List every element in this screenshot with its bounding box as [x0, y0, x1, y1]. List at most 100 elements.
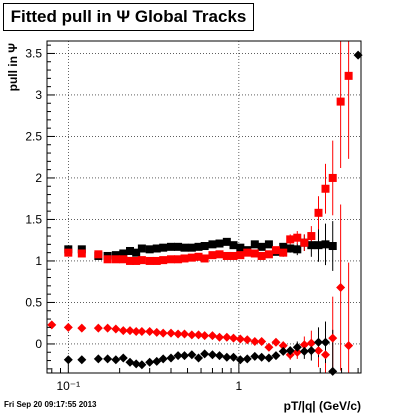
diamond-marker: [111, 355, 121, 365]
square-marker: [344, 71, 353, 80]
diamond-marker: [125, 326, 135, 336]
y-tick-label: 3.5: [25, 46, 42, 60]
square-marker: [279, 248, 288, 257]
square-marker: [159, 243, 168, 252]
square-marker: [321, 184, 330, 193]
square-marker: [187, 253, 196, 262]
y-tick-label: 0: [35, 337, 42, 351]
diamond-marker: [278, 346, 288, 356]
diamond-marker: [131, 359, 141, 369]
y-tick-label: 1: [35, 254, 42, 268]
square-marker: [229, 241, 238, 250]
diamond-marker: [328, 333, 338, 343]
diamond-marker: [344, 341, 354, 351]
square-marker: [137, 244, 146, 253]
square-marker: [64, 248, 73, 257]
square-marker: [293, 233, 302, 242]
diamond-marker: [271, 337, 281, 347]
square-marker: [286, 235, 295, 244]
square-marker: [271, 246, 280, 255]
square-marker: [187, 243, 196, 252]
diamond-marker: [137, 360, 147, 370]
diamond-marker: [145, 327, 155, 336]
diamond-marker: [180, 329, 190, 339]
diamond-marker: [118, 326, 128, 336]
diamond-marker: [242, 354, 252, 364]
diamond-marker: [63, 355, 73, 365]
axes: 0 0.5 1 1.5 2 2.5 3 3.5 10⁻¹ 1: [25, 44, 359, 393]
diamond-marker: [257, 336, 267, 346]
square-marker: [314, 241, 323, 250]
diamond-marker: [93, 354, 103, 364]
square-marker: [243, 248, 252, 257]
diamond-marker: [145, 357, 155, 367]
diamond-marker: [242, 335, 252, 345]
square-marker: [119, 255, 128, 264]
diamond-marker: [299, 340, 309, 350]
square-marker: [286, 244, 295, 253]
square-marker: [236, 243, 245, 252]
square-marker: [257, 251, 266, 260]
diamond-marker: [299, 346, 309, 356]
diamond-marker: [278, 341, 288, 351]
diamond-marker: [103, 354, 113, 364]
square-marker: [167, 242, 176, 251]
diamond-marker: [166, 328, 176, 338]
diamond-marker: [235, 355, 245, 365]
square-marker: [236, 251, 245, 260]
y-axis-label: pull in Ψ: [6, 43, 20, 92]
square-marker: [132, 248, 141, 257]
square-marker: [194, 242, 203, 251]
diamond-marker: [257, 352, 267, 362]
x-axis-label: pT/|q| (GeV/c): [284, 399, 361, 413]
square-marker: [145, 245, 154, 254]
square-marker: [77, 245, 86, 254]
diamond-marker: [271, 351, 281, 361]
diamond-marker: [152, 327, 162, 337]
diamond-marker: [180, 351, 190, 361]
square-marker: [264, 250, 273, 259]
square-marker: [307, 232, 316, 241]
square-marker: [145, 256, 154, 265]
square-marker: [300, 238, 309, 247]
diamond-marker: [250, 351, 260, 361]
square-marker: [336, 97, 345, 106]
diamond-marker: [320, 337, 330, 347]
square-marker: [208, 251, 217, 260]
square-marker: [321, 240, 330, 249]
y-tick-label: 1.5: [25, 212, 42, 226]
square-marker: [126, 256, 135, 265]
square-marker: [152, 256, 161, 265]
chart-title: Fitted pull in Ψ Global Tracks: [3, 3, 254, 31]
plot-frame: [46, 40, 362, 374]
diamond-marker: [285, 346, 295, 356]
diamond-marker: [173, 351, 183, 361]
square-marker: [174, 255, 183, 264]
diamond-marker: [207, 331, 217, 341]
square-marker: [152, 244, 161, 253]
diamond-marker: [306, 338, 316, 348]
diamond-marker: [187, 350, 197, 360]
diamond-marker: [314, 346, 324, 356]
diamond-marker: [222, 352, 232, 362]
diamond-marker: [158, 354, 168, 364]
x-tick-label: 1: [236, 379, 243, 393]
square-marker: [132, 256, 141, 265]
square-marker: [111, 251, 120, 260]
square-marker: [159, 256, 168, 265]
square-marker: [167, 255, 176, 264]
square-marker: [119, 249, 128, 258]
diamond-marker: [320, 350, 330, 360]
diamond-marker: [292, 347, 302, 357]
diamond-marker: [103, 323, 113, 333]
diamond-marker: [200, 349, 210, 359]
diamond-marker: [200, 331, 210, 341]
square-marker: [229, 251, 238, 260]
square-marker: [126, 246, 135, 255]
square-marker: [215, 239, 224, 248]
square-marker: [215, 250, 224, 259]
square-marker: [208, 240, 217, 249]
diamond-marker: [77, 355, 87, 365]
diamond-marker: [328, 366, 338, 376]
